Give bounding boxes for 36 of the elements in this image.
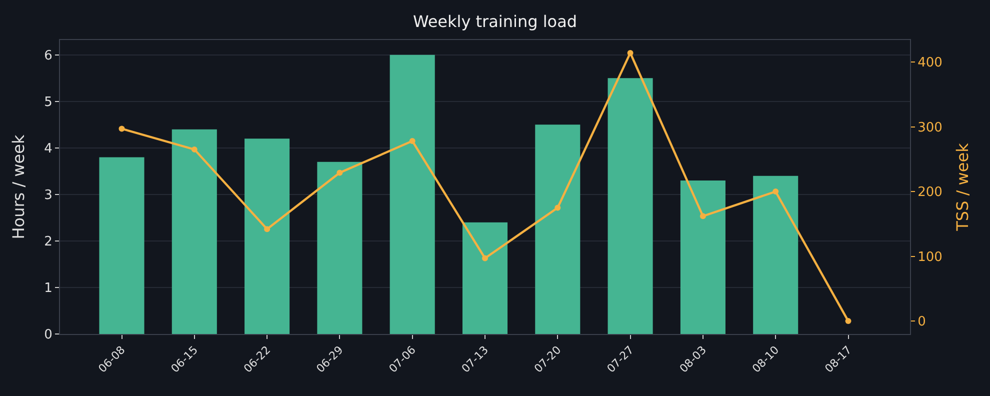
bar (535, 124, 580, 334)
bar (390, 54, 435, 334)
point (554, 204, 561, 211)
bar (99, 157, 144, 334)
point (700, 213, 706, 220)
point (118, 126, 125, 132)
y2-axis-title: TSS / week (953, 142, 972, 232)
bar (317, 162, 362, 334)
bar (172, 129, 217, 334)
y2-tick-label: 300 (918, 120, 942, 136)
y2-tick-label: 100 (918, 250, 942, 265)
point (772, 188, 779, 195)
y2-tick-label: 400 (918, 56, 942, 71)
y-tick-label: 2 (44, 234, 52, 250)
point (191, 146, 198, 152)
y-tick-label: 3 (44, 188, 52, 203)
point (482, 255, 488, 262)
y2-tick-label: 200 (918, 185, 942, 200)
bar (753, 176, 798, 334)
bar (462, 222, 508, 334)
y-tick-label: 4 (44, 141, 52, 156)
y2-tick-label: 0 (918, 314, 926, 330)
point (409, 138, 416, 144)
bar (608, 78, 653, 334)
y-tick-label: 0 (44, 328, 52, 343)
bar (244, 138, 290, 334)
point (264, 226, 270, 232)
y-tick-label: 6 (44, 48, 52, 64)
point (627, 50, 634, 56)
y-tick-label: 5 (44, 94, 52, 110)
point (336, 170, 343, 176)
point (845, 318, 852, 324)
y-tick-label: 1 (44, 281, 52, 296)
bar (680, 180, 726, 334)
chart-title: Weekly training load (412, 12, 578, 32)
y-axis-title: Hours / week (9, 134, 28, 240)
